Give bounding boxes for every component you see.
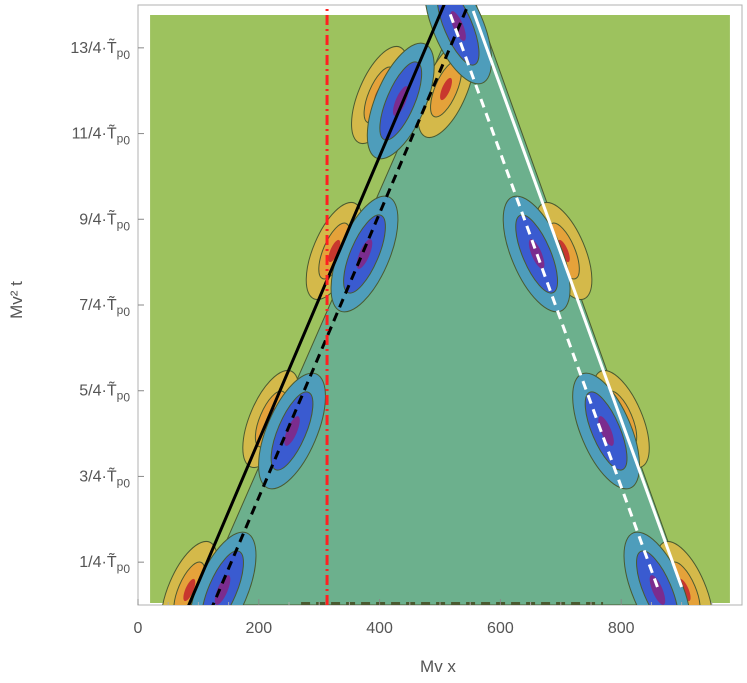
x-tick-label: 0 — [134, 620, 143, 637]
cold-blob — [258, 372, 326, 490]
y-axis-label: Mv² t — [7, 281, 26, 319]
y-tick-label: 3/4·T̃p0 — [79, 466, 130, 491]
y-tick-label: 9/4·T̃p0 — [79, 209, 130, 234]
x-axis-ticks: 0 200 400 600 800 — [134, 599, 713, 637]
y-tick-label: 11/4·T̃p0 — [72, 123, 131, 148]
x-tick-label: 600 — [487, 620, 514, 637]
line-dashed — [211, 5, 470, 605]
warm-blob — [160, 540, 218, 605]
line-solid — [471, 10, 684, 588]
cold-blob — [188, 531, 257, 605]
overlay-lines — [187, 5, 684, 605]
y-tick-label: 1/4·T̃p0 — [79, 552, 130, 577]
x-tick-label: 400 — [366, 620, 393, 637]
line-dashed — [447, 10, 659, 588]
contour-field — [150, 5, 730, 605]
line-solid — [187, 5, 446, 605]
y-tick-label: 5/4·T̃p0 — [79, 380, 130, 405]
y-tick-label: 13/4·T̃p0 — [70, 37, 130, 62]
cold-blob — [502, 195, 571, 313]
x-axis-label: Mv x — [420, 657, 456, 676]
cold-blob — [623, 531, 692, 605]
y-axis-ticks: 1/4·T̃p0 3/4·T̃p0 5/4·T̃p0 7/4·T̃p0 9/4·T̃p0… — [70, 37, 144, 576]
x-tick-label: 800 — [608, 620, 635, 637]
y-tick-label: 7/4·T̃p0 — [79, 294, 130, 319]
x-tick-label: 200 — [245, 620, 272, 637]
cold-blob — [330, 195, 399, 313]
